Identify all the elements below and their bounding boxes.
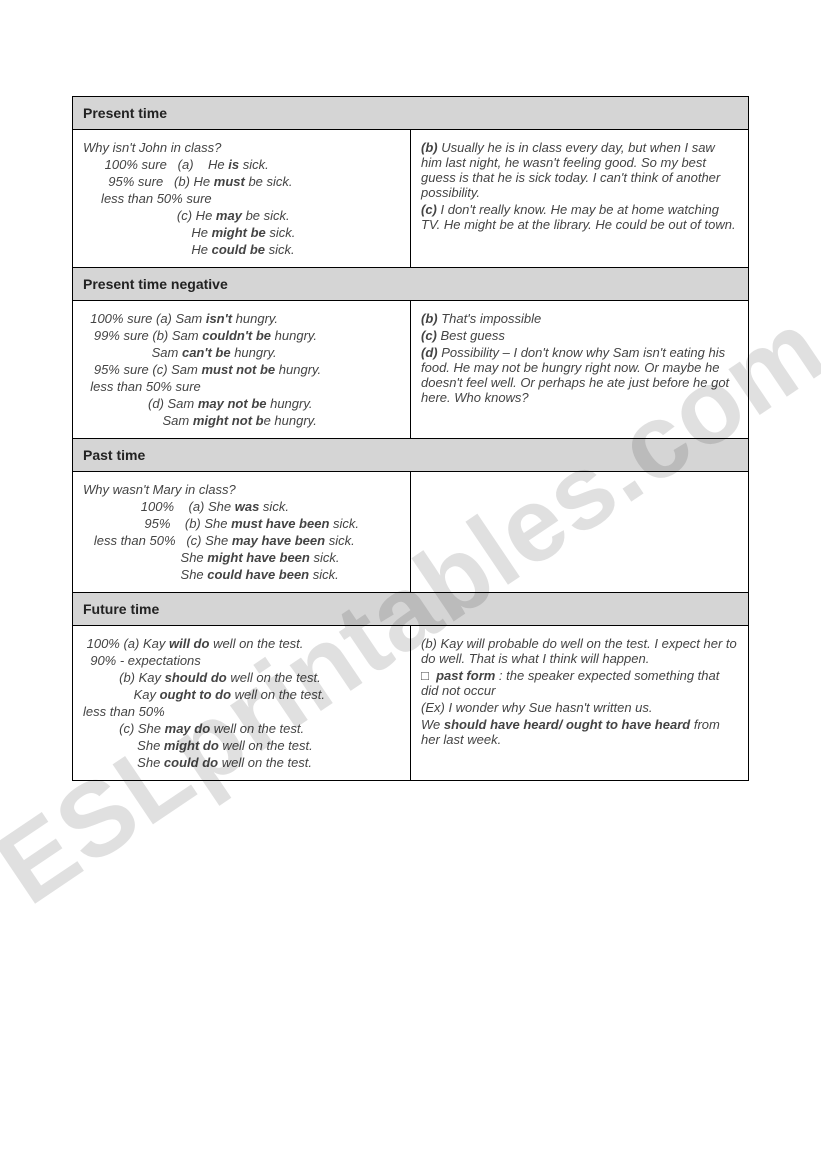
text-line: We should have heard/ ought to have hear… <box>421 717 738 747</box>
section-header: Present time negative <box>73 268 749 301</box>
section-right-cell: (b) Kay will probable do well on the tes… <box>411 626 749 781</box>
text-line: She could do well on the test. <box>83 755 400 770</box>
section-right-cell: (b) Usually he is in class every day, bu… <box>411 130 749 268</box>
text-line: □ past form : the speaker expected somet… <box>421 668 738 698</box>
text-line: 100% (a) Kay will do well on the test. <box>83 636 400 651</box>
section-left-cell: 100% (a) Kay will do well on the test. 9… <box>73 626 411 781</box>
section-left-cell: 100% sure (a) Sam isn't hungry. 99% sure… <box>73 301 411 439</box>
text-line: less than 50% sure <box>83 379 400 394</box>
text-line: 100% sure (a) He is sick. <box>83 157 400 172</box>
text-line: (c) I don't really know. He may be at ho… <box>421 202 738 232</box>
text-line: less than 50% <box>83 704 400 719</box>
text-line: (c) Best guess <box>421 328 738 343</box>
text-line: (b) Kay will probable do well on the tes… <box>421 636 738 666</box>
text-line: Kay ought to do well on the test. <box>83 687 400 702</box>
text-line: (b) Kay should do well on the test. <box>83 670 400 685</box>
section-left-cell: Why wasn't Mary in class? 100% (a) She w… <box>73 472 411 593</box>
text-line: She might have been sick. <box>83 550 400 565</box>
text-line: He might be sick. <box>83 225 400 240</box>
text-line: 99% sure (b) Sam couldn't be hungry. <box>83 328 400 343</box>
text-line: 90% - expectations <box>83 653 400 668</box>
text-line: (d) Sam may not be hungry. <box>83 396 400 411</box>
text-line: (b) That's impossible <box>421 311 738 326</box>
text-line: She could have been sick. <box>83 567 400 582</box>
text-line: 100% sure (a) Sam isn't hungry. <box>83 311 400 326</box>
section-left-cell: Why isn't John in class? 100% sure (a) H… <box>73 130 411 268</box>
text-line: (b) Usually he is in class every day, bu… <box>421 140 738 200</box>
text-line: 95% (b) She must have been sick. <box>83 516 400 531</box>
text-line: 95% sure (b) He must be sick. <box>83 174 400 189</box>
text-line: less than 50% sure <box>83 191 400 206</box>
grammar-table: Present timeWhy isn't John in class? 100… <box>72 96 749 781</box>
text-line: (c) He may be sick. <box>83 208 400 223</box>
section-right-cell <box>411 472 749 593</box>
section-header: Past time <box>73 439 749 472</box>
text-line: (c) She may do well on the test. <box>83 721 400 736</box>
text-line: He could be sick. <box>83 242 400 257</box>
text-line: Why isn't John in class? <box>83 140 400 155</box>
text-line: (Ex) I wonder why Sue hasn't written us. <box>421 700 738 715</box>
text-line: (d) Possibility – I don't know why Sam i… <box>421 345 738 405</box>
section-header: Present time <box>73 97 749 130</box>
text-line: Sam can't be hungry. <box>83 345 400 360</box>
text-line: 100% (a) She was sick. <box>83 499 400 514</box>
section-header: Future time <box>73 593 749 626</box>
text-line: Sam might not be hungry. <box>83 413 400 428</box>
section-right-cell: (b) That's impossible (c) Best guess (d) P… <box>411 301 749 439</box>
text-line: She might do well on the test. <box>83 738 400 753</box>
text-line: less than 50% (c) She may have been sick… <box>83 533 400 548</box>
text-line: Why wasn't Mary in class? <box>83 482 400 497</box>
text-line: 95% sure (c) Sam must not be hungry. <box>83 362 400 377</box>
